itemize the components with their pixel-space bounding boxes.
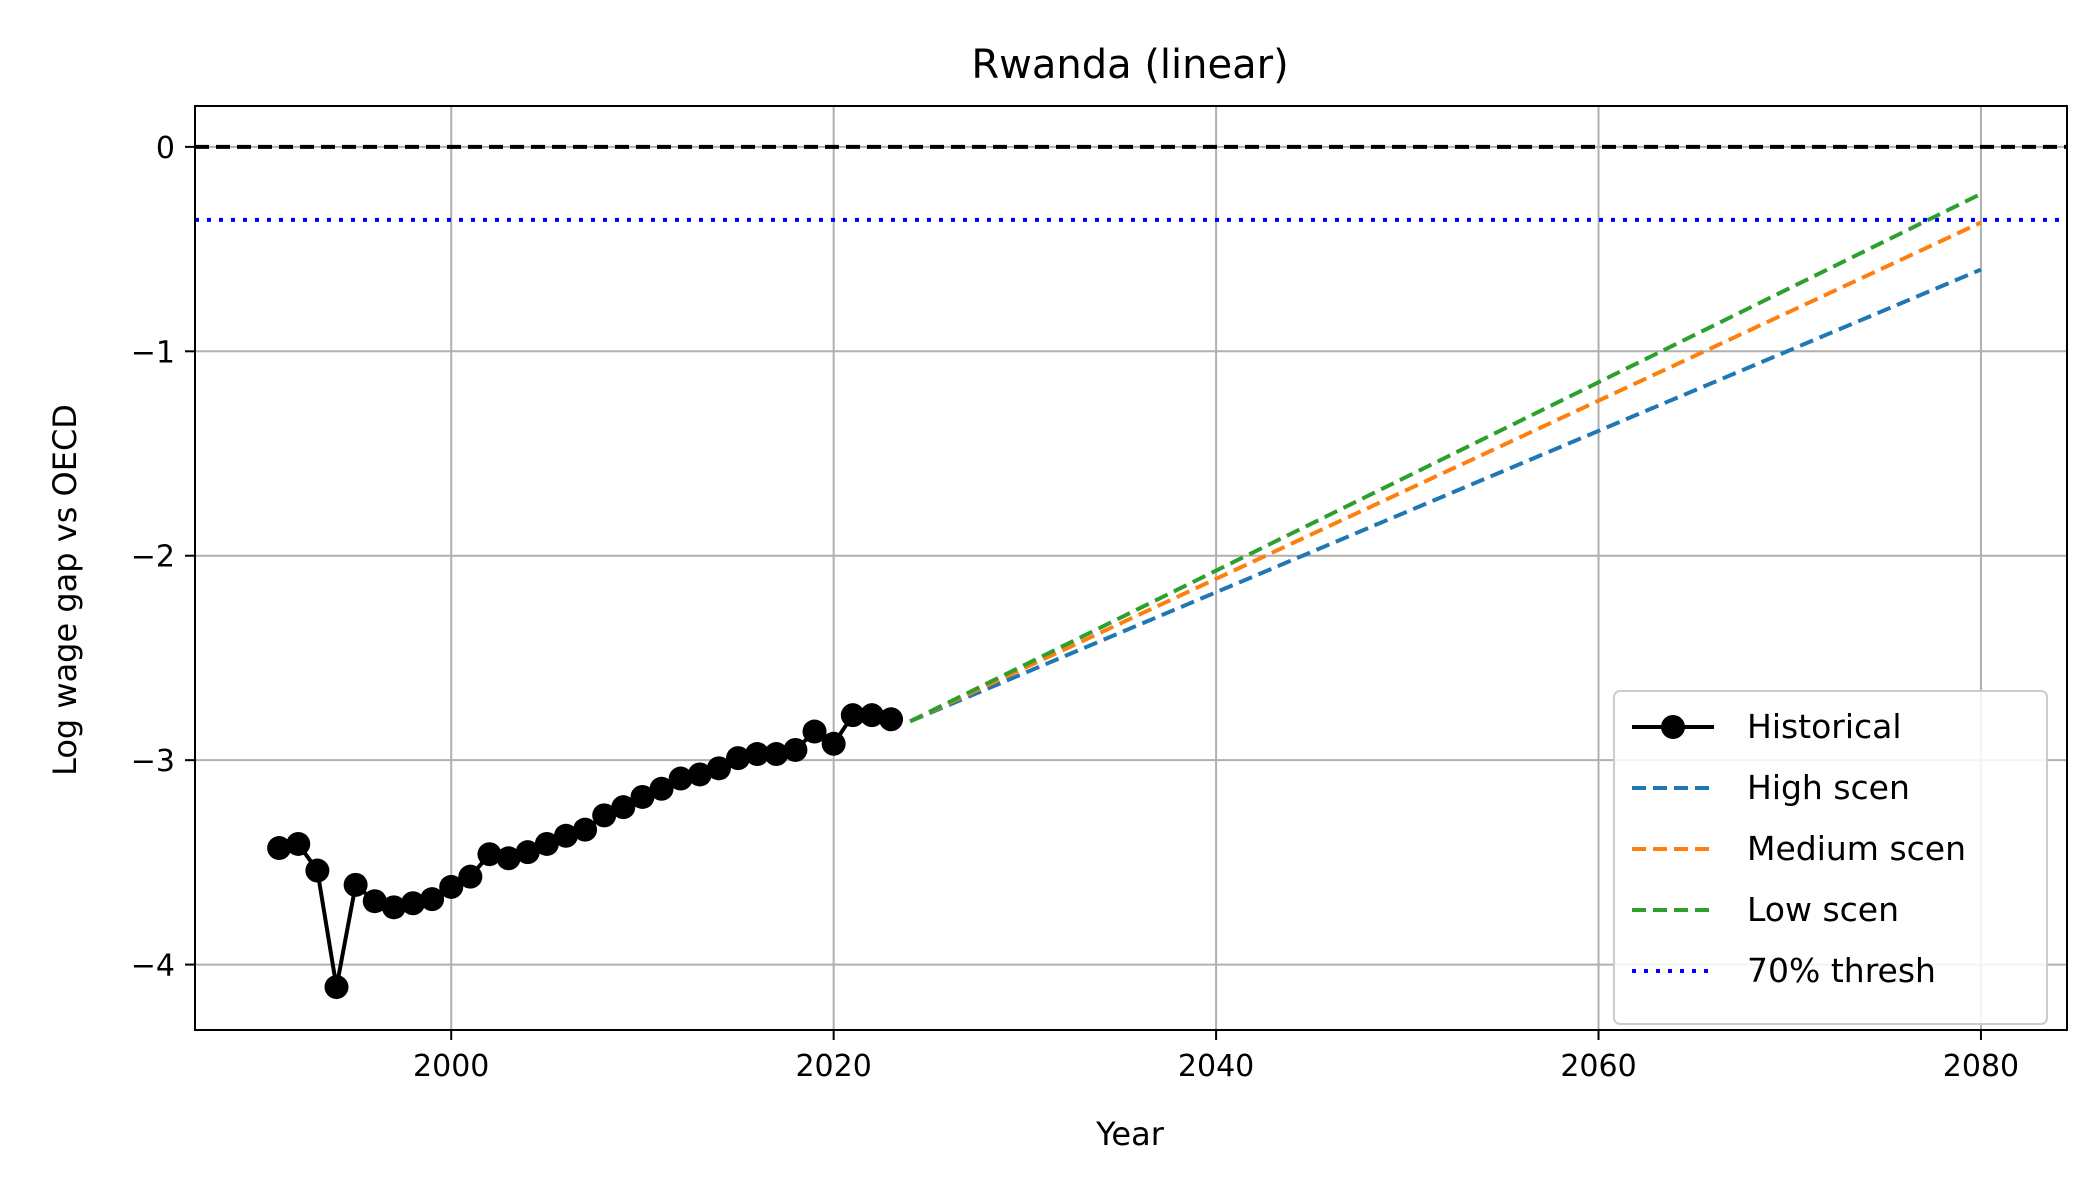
data-point (515, 840, 540, 865)
data-point (706, 756, 731, 781)
x-axis-title: Year (1095, 1115, 1165, 1153)
y-tick-label: −3 (131, 744, 175, 779)
data-point (783, 737, 808, 762)
legend-label: Historical (1747, 707, 1902, 746)
legend-label: Low scen (1747, 890, 1899, 929)
x-tick-label: 2000 (413, 1049, 489, 1084)
data-point (611, 795, 636, 820)
data-point (802, 719, 827, 744)
x-tick-label: 2060 (1560, 1049, 1636, 1084)
data-point (267, 836, 292, 861)
data-point (553, 823, 578, 848)
series-line-high-scen (909, 267, 1982, 724)
data-point (592, 803, 617, 828)
data-point (420, 887, 445, 912)
x-tick-label: 2080 (1943, 1049, 2019, 1084)
y-tick-label: −2 (131, 540, 175, 575)
data-point (362, 889, 387, 914)
legend-label: 70% thresh (1747, 951, 1936, 990)
data-point (726, 746, 751, 771)
data-point (496, 846, 521, 871)
data-point (745, 742, 770, 767)
x-tick-label: 2020 (795, 1049, 871, 1084)
data-point (400, 891, 425, 916)
data-point (764, 742, 789, 767)
data-point (859, 703, 884, 728)
plot-area (195, 144, 2067, 1000)
data-point (534, 831, 559, 856)
legend-marker (1661, 715, 1685, 739)
data-point (477, 842, 502, 867)
y-tick-label: −4 (131, 949, 175, 984)
legend-label: Medium scen (1747, 829, 1966, 868)
data-point (286, 831, 311, 856)
data-point (668, 766, 693, 791)
ticks: 2000 2020 2040 2060 2080 0 −1 −2 −3 −4 (131, 131, 2019, 1084)
legend-box (1613, 690, 2048, 1025)
chart-title: Rwanda (linear) (971, 42, 1288, 88)
series-line-medium-scen (909, 220, 1982, 724)
y-tick-label: 0 (156, 131, 175, 166)
plot-frame (194, 105, 2068, 1031)
data-point (649, 776, 674, 801)
data-point (343, 872, 368, 897)
x-tick-label: 2040 (1178, 1049, 1254, 1084)
data-point (458, 864, 483, 889)
y-tick-label: −1 (131, 335, 175, 370)
data-point (630, 784, 655, 809)
legend: Historical High scen Medium scen Low scen 70… (1613, 690, 2048, 1025)
series-line-low-scen (909, 192, 1982, 724)
data-point (687, 762, 712, 787)
data-point (840, 703, 865, 728)
data-point (305, 858, 330, 883)
data-point (324, 975, 349, 1000)
y-axis-title: Log wage gap vs OECD (46, 404, 84, 776)
data-point (573, 817, 598, 842)
data-point (381, 895, 406, 920)
data-point (439, 874, 464, 899)
legend-label: High scen (1747, 768, 1910, 807)
data-point (821, 731, 846, 756)
data-point (879, 707, 904, 732)
